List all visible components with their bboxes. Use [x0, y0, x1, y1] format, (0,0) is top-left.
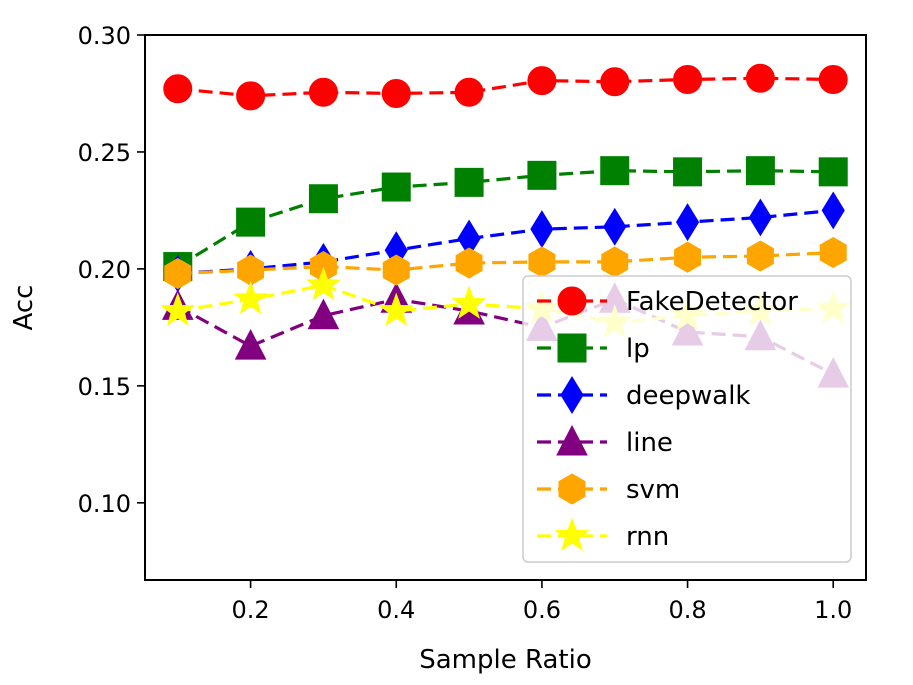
data-point — [600, 67, 630, 97]
y-tick-label: 0.20 — [78, 256, 131, 284]
series-line — [177, 250, 834, 276]
data-point — [746, 240, 774, 272]
data-point — [603, 207, 627, 246]
data-point — [305, 266, 341, 301]
data-point — [163, 74, 193, 104]
data-point — [160, 292, 196, 326]
y-tick-label: 0.15 — [78, 373, 131, 401]
data-point — [381, 78, 411, 108]
data-point — [236, 81, 266, 111]
legend-label: deepwalk — [626, 381, 750, 411]
y-axis-label: Acc — [9, 285, 39, 331]
legend-item-svm: svm — [537, 473, 680, 505]
legend-marker — [556, 424, 588, 456]
x-tick-label: 0.4 — [377, 596, 415, 624]
y-tick-label: 0.30 — [78, 22, 131, 50]
data-point — [164, 258, 192, 290]
data-point — [821, 191, 845, 230]
data-point — [237, 254, 265, 286]
x-tick-label: 0.8 — [668, 596, 706, 624]
legend-marker — [557, 286, 587, 316]
legend-item-rnn: rnn — [537, 517, 669, 552]
data-point — [307, 298, 340, 330]
x-axis-label: Sample Ratio — [419, 645, 592, 675]
data-point — [236, 207, 266, 237]
x-axis: 0.2 0.4 0.6 0.8 1.0 — [232, 580, 852, 624]
data-point — [381, 172, 411, 202]
data-point — [455, 247, 483, 279]
series-fakedetector — [163, 63, 848, 111]
data-point — [451, 285, 487, 319]
data-point — [673, 64, 703, 94]
data-point — [745, 63, 775, 93]
y-axis: 0.10 0.15 0.20 0.25 0.30 — [78, 22, 145, 518]
data-point — [818, 64, 848, 94]
legend-item-deepwalk: deepwalk — [537, 376, 750, 414]
legend-marker — [557, 333, 587, 363]
data-point — [234, 329, 267, 360]
data-point — [528, 246, 556, 278]
data-point — [818, 157, 848, 187]
data-point — [233, 280, 269, 315]
data-point — [819, 236, 847, 269]
legend-label: line — [626, 428, 673, 458]
legend-label: svm — [626, 475, 680, 505]
legend-marker — [554, 517, 590, 551]
data-point — [382, 254, 410, 286]
data-point — [674, 241, 702, 273]
legend: FakeDetector lp deepwalk line svm rnn — [522, 275, 852, 563]
data-point — [530, 210, 554, 249]
series-line — [177, 76, 834, 98]
data-point — [454, 77, 484, 107]
data-point — [308, 77, 338, 107]
x-tick-label: 0.2 — [232, 596, 270, 624]
data-point — [527, 66, 557, 96]
series-lp — [163, 156, 848, 282]
legend-label: FakeDetector — [626, 287, 798, 317]
legend-label: rnn — [626, 522, 669, 552]
data-point — [745, 156, 775, 186]
x-tick-label: 0.6 — [523, 596, 561, 624]
legend-item-line: line — [537, 424, 673, 458]
legend-marker — [560, 376, 584, 414]
data-point — [673, 157, 703, 187]
x-tick-label: 1.0 — [814, 596, 852, 624]
data-point — [748, 198, 772, 237]
y-tick-label: 0.25 — [78, 139, 131, 167]
series-line — [177, 208, 834, 276]
legend-marker — [558, 473, 586, 505]
legend-item-fakedetector: FakeDetector — [537, 286, 798, 317]
legend-item-lp: lp — [537, 333, 650, 364]
data-point — [308, 184, 338, 214]
data-point — [527, 160, 557, 190]
series-line — [176, 169, 834, 268]
data-point — [601, 246, 629, 278]
axes-frame — [144, 34, 867, 581]
legend-label: lp — [626, 334, 650, 364]
data-point — [454, 167, 484, 197]
data-point — [378, 292, 414, 326]
y-tick-label: 0.10 — [78, 490, 131, 518]
data-point — [675, 203, 700, 242]
data-point — [600, 156, 630, 186]
